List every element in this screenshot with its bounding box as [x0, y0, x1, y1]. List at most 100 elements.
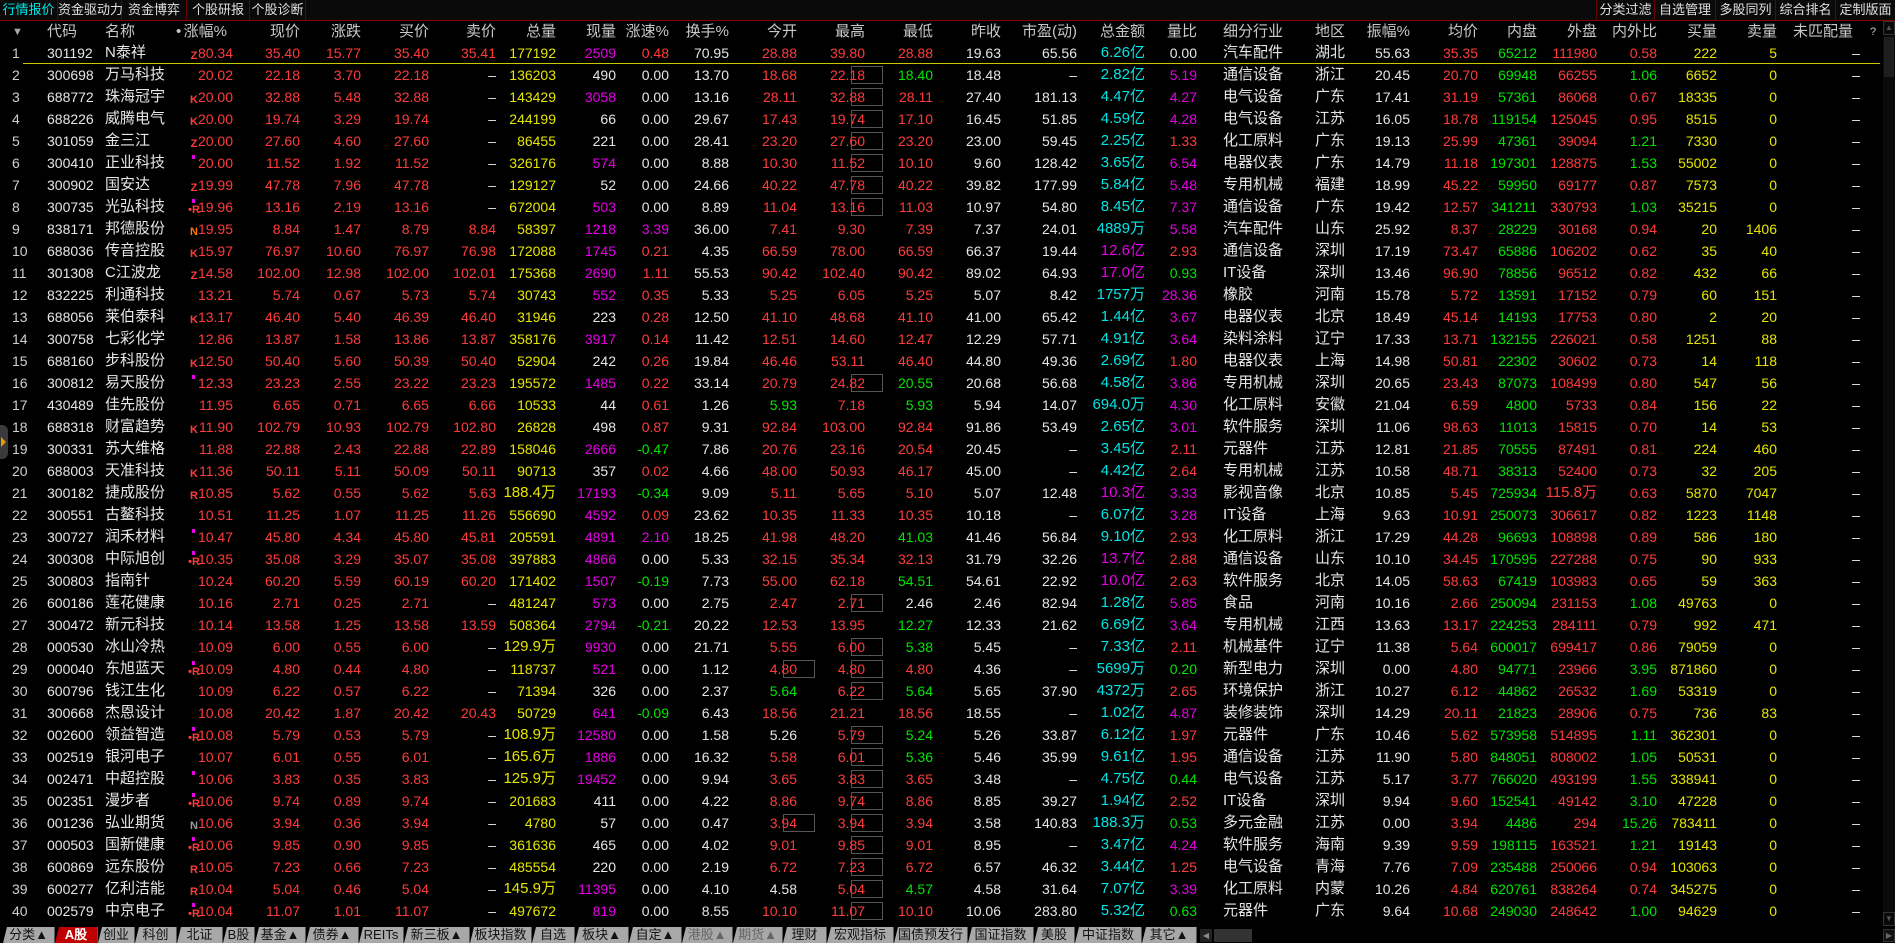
table-row[interactable]: 7 300902 国安达 Z 19.99 47.78 7.96 47.78–129127 52 0… [0, 174, 1880, 196]
help-icon[interactable]: ? [1870, 26, 1877, 38]
name[interactable]: 金三江 [105, 132, 151, 149]
code[interactable]: 300551 [47, 507, 94, 523]
market-tab-17[interactable]: 理财 [783, 927, 827, 943]
header-ask[interactable]: 卖价 [465, 23, 496, 40]
market-tab-22[interactable]: 中证指数 [1075, 927, 1142, 943]
name[interactable]: 易天股份 [105, 374, 166, 391]
header-prev-close[interactable]: 昨收 [970, 23, 1001, 40]
tab-2[interactable]: 资金驱动力 [58, 0, 123, 20]
name[interactable]: 亿利洁能 [105, 880, 166, 897]
tab-4[interactable]: 个股研报 [187, 0, 250, 20]
table-row[interactable]: 12 832225 利通科技 13.21 5.74 0.67 5.73 5.74 30743 55… [0, 284, 1880, 306]
header-volume-ratio[interactable]: 量比 [1166, 23, 1197, 40]
code[interactable]: 300472 [47, 617, 94, 633]
table-row[interactable]: 3 688772 珠海冠宇 K 20.00 32.88 5.48 32.88–143429 30… [0, 86, 1880, 108]
header-ask-volume[interactable]: 卖量 [1746, 23, 1777, 40]
name[interactable]: 润禾材料 [105, 528, 166, 545]
table-row[interactable]: 17 430489 佳先股份 11.95 6.65 0.71 6.65 6.66 10533 44… [0, 394, 1880, 416]
toolbar-button-3[interactable]: 多股同列 [1715, 0, 1775, 20]
market-tab-1[interactable]: 分类▲ [3, 927, 55, 943]
market-tab-21[interactable]: 美股 [1034, 927, 1075, 943]
code[interactable]: 688003 [47, 463, 94, 479]
market-tab-2[interactable]: A股 [55, 927, 98, 943]
name[interactable]: 光弘科技 [105, 198, 166, 215]
scroll-left-icon[interactable]: ◀ [1200, 929, 1212, 942]
header-region[interactable]: 地区 [1315, 23, 1346, 40]
table-row[interactable]: 23 300727 润禾材料 •10.47 45.80 4.34 45.80 45.81 205… [0, 526, 1880, 548]
table-row[interactable]: 6300410正业科技•20.0011.521.9211.52–32617657… [0, 152, 1880, 174]
code[interactable]: 300758 [47, 331, 94, 347]
header-bid[interactable]: 买价 [398, 23, 429, 40]
header-speed[interactable]: 涨速% [625, 23, 669, 40]
code[interactable]: 300668 [47, 705, 94, 721]
header-amount[interactable]: 总金额 [1099, 23, 1145, 40]
tab-5[interactable]: 个股诊断 [250, 0, 306, 20]
toolbar-button-2[interactable]: 自选管理 [1654, 0, 1715, 20]
scroll-thumb[interactable] [1884, 37, 1894, 77]
market-tab-16[interactable]: 期货▲ [733, 927, 783, 943]
name[interactable]: 正业科技 [105, 154, 166, 171]
tab-3[interactable]: 资金博弈 [122, 0, 187, 20]
header-high[interactable]: 最高 [834, 23, 865, 40]
name[interactable]: 莱伯泰科 [105, 308, 166, 325]
table-row[interactable]: 16 300812 易天股份 •12.33 23.23 2.55 23.22 23.23 195… [0, 372, 1880, 394]
market-tab-19[interactable]: 国债预发行 [894, 927, 968, 943]
code[interactable]: 002471 [47, 771, 94, 787]
name[interactable]: 冰山冷热 [105, 638, 166, 655]
table-row[interactable]: 8 300735 光弘科技 •R 19.96 13.16 2.19 13.16–672004 5… [0, 196, 1880, 218]
market-tab-15[interactable]: 港股▲ [682, 927, 733, 943]
code[interactable]: 600186 [47, 595, 94, 611]
header-open[interactable]: 今开 [766, 23, 797, 40]
tab-1[interactable]: 行情报价 [0, 0, 58, 20]
name[interactable]: 新元科技 [105, 616, 166, 633]
code[interactable]: 001236 [47, 815, 94, 831]
name[interactable]: 威腾电气 [105, 110, 166, 127]
table-row[interactable]: 25 300803 指南针 10.24 60.20 5.59 60.19 60.20 17140… [0, 570, 1880, 592]
table-row[interactable]: 5 301059 金三江 Z 20.00 27.60 4.60 27.60 – 86455 221 0… [0, 130, 1880, 152]
code[interactable]: 688226 [47, 111, 94, 127]
table-row[interactable]: 31 300668 杰恩设计 10.08 20.42 1.87 20.42 20.43 5072… [0, 702, 1880, 724]
table-row[interactable]: 34002471中超控股•10.063.830.353.83–125.9万194… [0, 768, 1880, 790]
header-pe[interactable]: 市盈(动) [1022, 23, 1077, 40]
table-row[interactable]: 9 838171 邦德股份 N 19.95 8.84 1.47 8.79 8.84 58397 12… [0, 218, 1880, 240]
table-row[interactable]: 35 002351 漫步者 •R 10.06 9.74 0.89 9.74–201683 411… [0, 790, 1880, 812]
table-row[interactable]: 11 301308 C江波龙 Z 14.58 102.00 12.98 102.00 102.0… [0, 262, 1880, 284]
name[interactable]: 步科股份 [105, 352, 166, 369]
name[interactable]: 中超控股 [105, 770, 166, 787]
name[interactable]: 七彩化学 [105, 330, 166, 347]
code[interactable]: 301059 [47, 133, 94, 149]
header-unmatched-volume[interactable]: 未匹配量 [1792, 23, 1853, 40]
scroll-down-icon[interactable]: ▼ [1883, 912, 1895, 926]
code[interactable]: 000530 [47, 639, 94, 655]
code[interactable]: 300410 [47, 155, 94, 171]
name[interactable]: 古鳌科技 [105, 506, 166, 523]
name[interactable]: 远东股份 [105, 858, 166, 875]
code[interactable]: 300902 [47, 177, 94, 193]
table-row[interactable]: 32 002600 领益智造 •R 10.08 5.79 0.53 5.79–108.9万 12… [0, 724, 1880, 746]
code[interactable]: 301308 [47, 265, 94, 281]
market-tab-18[interactable]: 宏观指标 [827, 927, 894, 943]
table-row[interactable]: 38 600869 远东股份 R 10.05 7.23 0.66 7.23–485554 220… [0, 856, 1880, 878]
header-avg-price[interactable]: 均价 [1447, 23, 1478, 40]
name[interactable]: 万马科技 [105, 66, 166, 83]
market-tab-4[interactable]: 科创 [135, 927, 177, 943]
sort-menu-icon[interactable]: ▼ [12, 26, 23, 38]
scroll-right-icon[interactable]: ▶ [1883, 929, 1895, 942]
header-inner-outer-ratio[interactable]: 内外比 [1611, 23, 1657, 40]
table-row[interactable]: 20 688003 天准科技 K 11.36 50.11 5.11 50.09 50.11 907… [0, 460, 1880, 482]
header-low[interactable]: 最低 [902, 23, 933, 40]
header-marker[interactable]: • [176, 23, 182, 40]
name[interactable]: 漫步者 [105, 792, 151, 809]
name[interactable]: 东旭蓝天 [105, 660, 166, 677]
market-tab-6[interactable]: B股 [223, 927, 255, 943]
header-industry[interactable]: 细分行业 [1223, 23, 1284, 40]
code[interactable]: 301192 [47, 45, 93, 61]
header-price[interactable]: 现价 [269, 23, 300, 40]
code[interactable]: 688160 [47, 353, 94, 369]
table-row[interactable]: 10 688036 传音控股 K 15.97 76.97 10.60 76.97 76.98 17… [0, 240, 1880, 262]
header-change-pct[interactable]: 涨幅% [183, 23, 227, 40]
market-tab-5[interactable]: 北证 [177, 927, 223, 943]
code[interactable]: 300735 [47, 199, 94, 215]
table-row[interactable]: 18 688318 财富趋势 K 11.90 102.79 10.93 102.79 102.8… [0, 416, 1880, 438]
code[interactable]: 300308 [47, 551, 94, 567]
